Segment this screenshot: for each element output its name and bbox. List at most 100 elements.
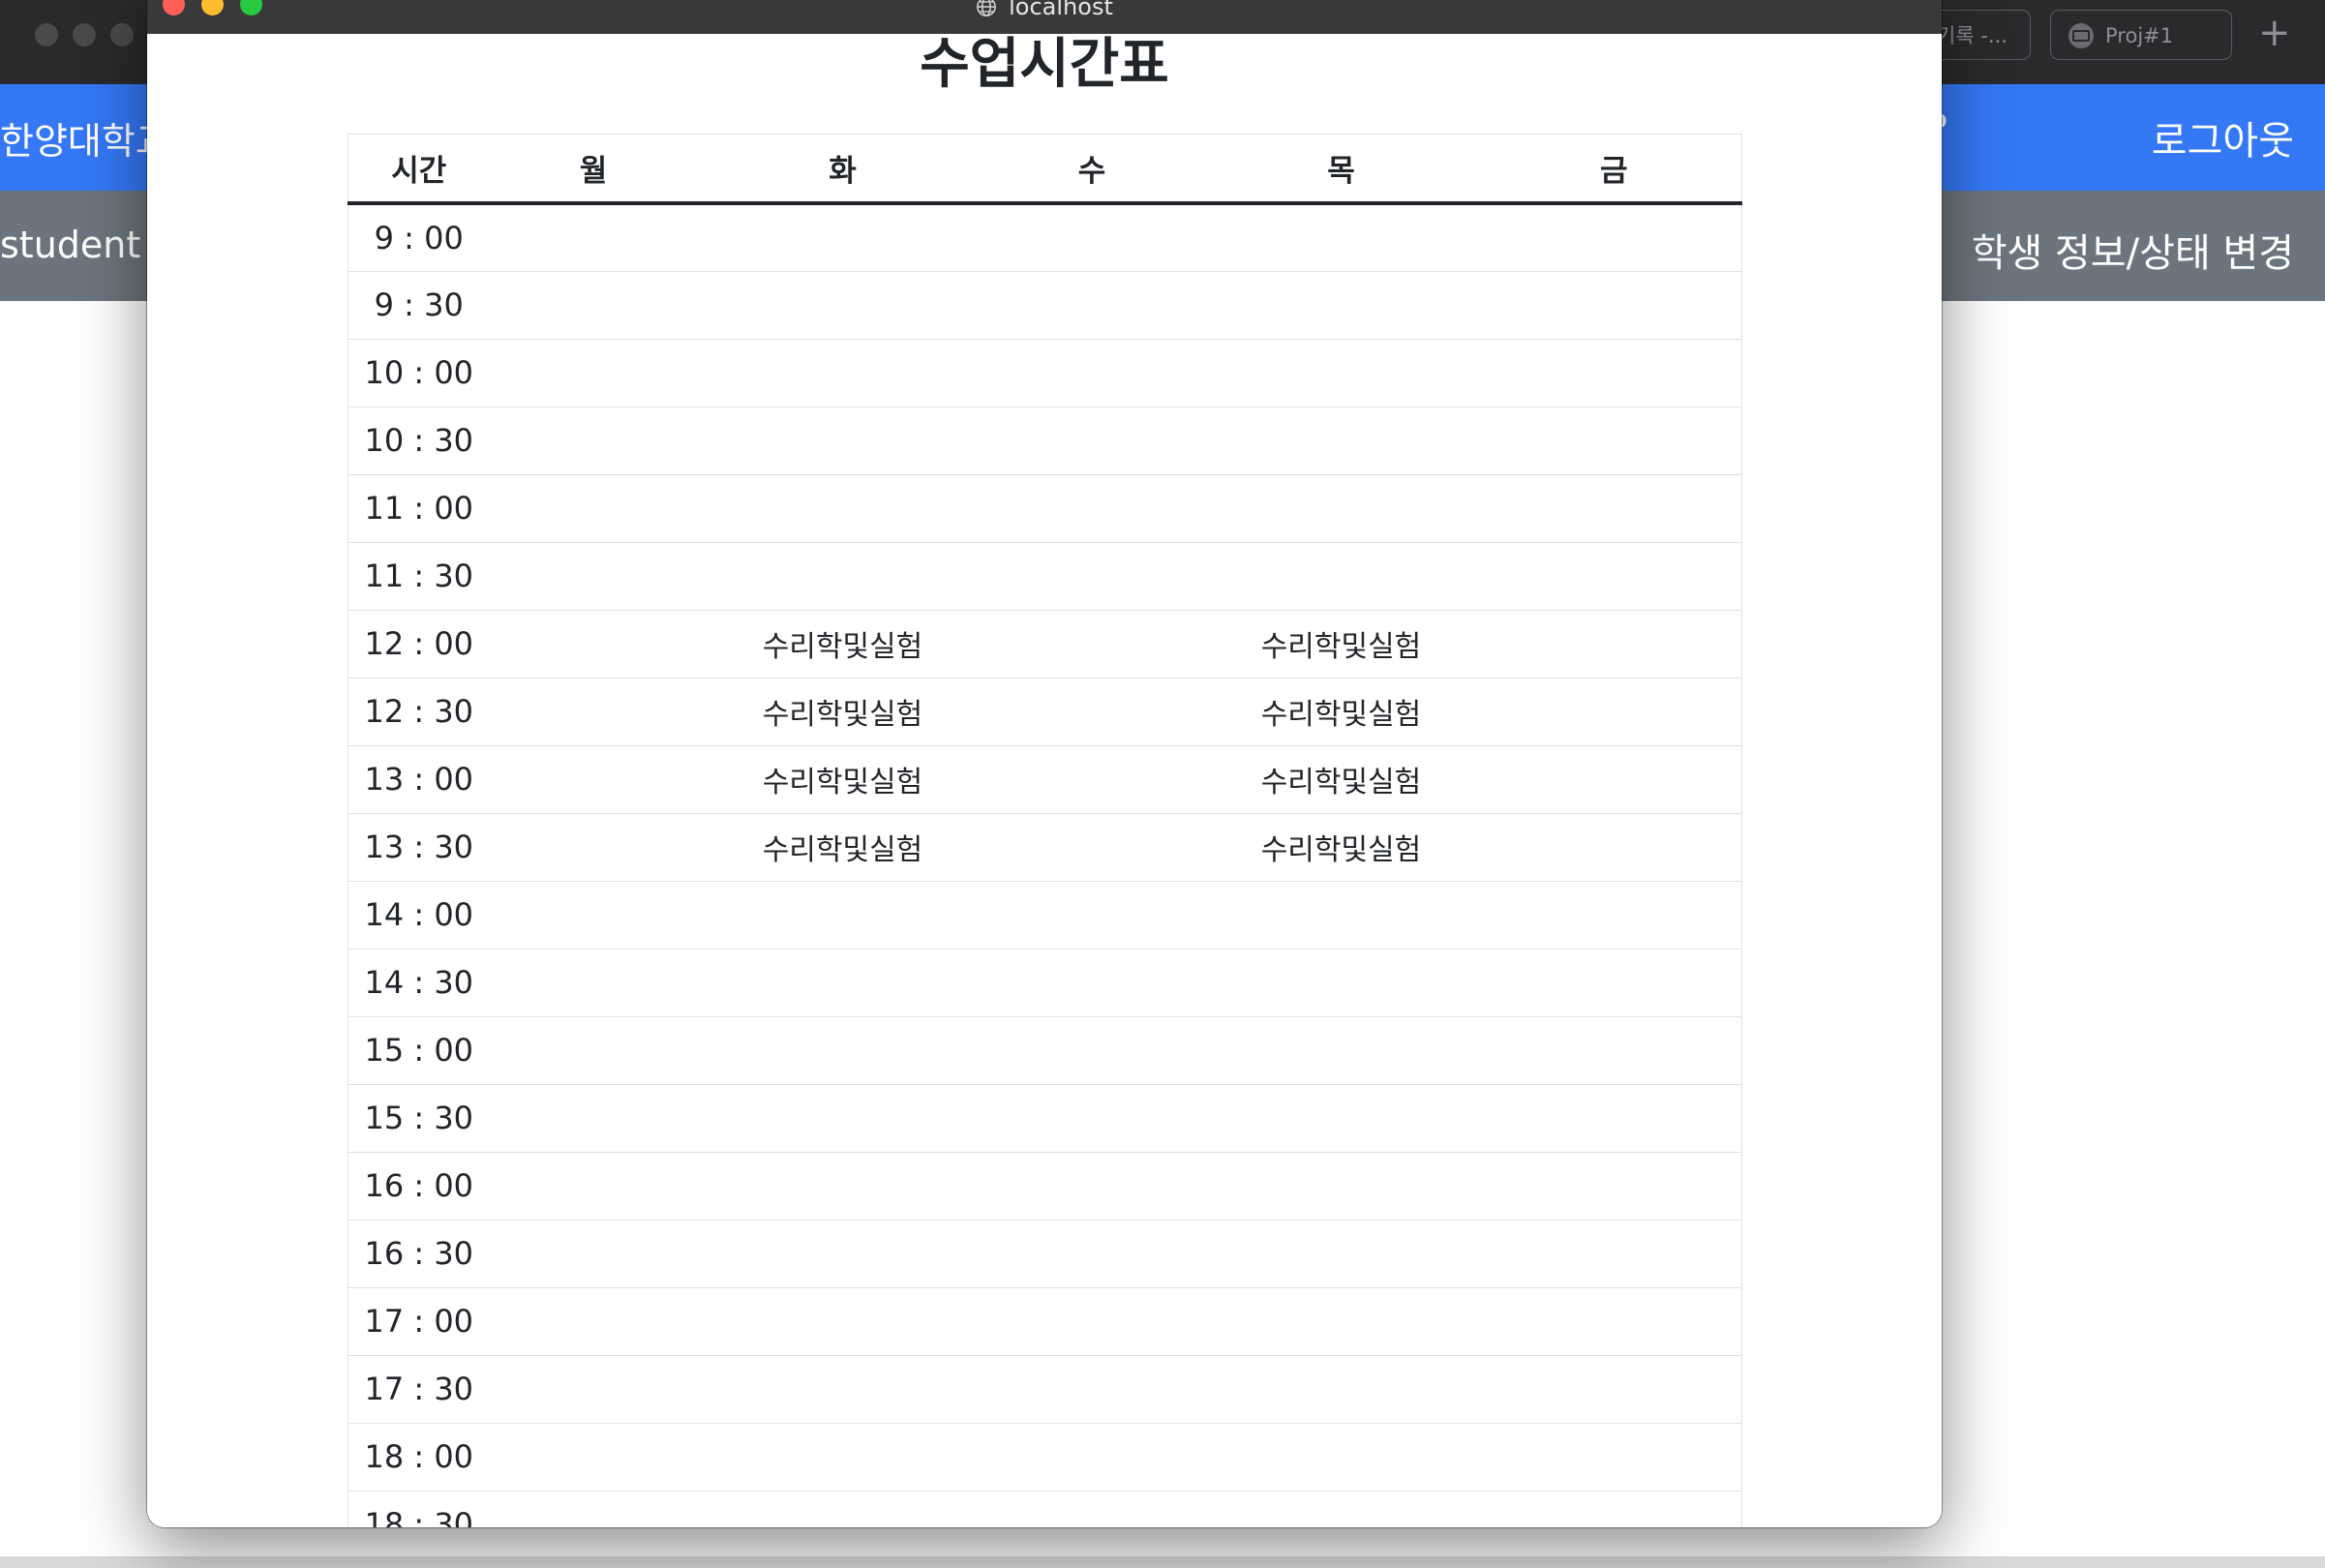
course-cell-wed: [988, 1491, 1196, 1527]
time-cell: 10 : 30: [364, 422, 474, 459]
header-thu: 목: [1195, 134, 1487, 205]
course-cell-thu: [1196, 407, 1487, 474]
course-cell-mon: [490, 339, 698, 407]
course-cell-fri: [1487, 542, 1742, 610]
course-cell-thu: [1196, 1491, 1487, 1527]
timetable-row: 14 : 00: [347, 881, 1742, 949]
header-fri: 금: [1486, 134, 1742, 205]
course-cell-fri: [1487, 745, 1742, 813]
course-cell-tue: [698, 1355, 988, 1423]
course-cell-wed: [988, 813, 1196, 881]
course-cell-wed: [988, 745, 1196, 813]
zoom-button[interactable]: [240, 0, 262, 15]
timetable-header-row: 시간 월 화 수 목 금: [347, 134, 1742, 205]
course-cell-tue: 수리학및실험: [762, 698, 923, 732]
course-cell-tue: [698, 271, 988, 339]
tab-favicon-icon: [2068, 23, 2094, 48]
course-cell-fri: [1487, 407, 1742, 474]
course-cell-mon: [490, 1491, 698, 1527]
popup-url: localhost: [1009, 0, 1113, 20]
time-cell: 15 : 00: [364, 1032, 474, 1069]
course-cell-tue: [698, 1220, 988, 1287]
new-tab-plus-icon[interactable]: +: [2258, 11, 2291, 55]
popup-content: 수업시간표 시간 월 화 수 목 금 9 : 00 9 :: [147, 33, 1942, 1527]
time-cell: 9 : 30: [374, 286, 464, 323]
course-cell-mon: [490, 881, 698, 949]
navbar-brand[interactable]: 한양대학교: [0, 120, 169, 163]
course-cell-wed: [988, 542, 1196, 610]
course-cell-thu: [1196, 1355, 1487, 1423]
course-cell-tue: [698, 1152, 988, 1220]
minimize-button[interactable]: [201, 0, 224, 15]
course-cell-thu: [1196, 542, 1487, 610]
time-cell: 16 : 00: [364, 1167, 474, 1204]
course-cell-fri: [1487, 1287, 1742, 1355]
course-cell-thu: [1196, 881, 1487, 949]
bg-tab-records[interactable]: 기록 -...: [1917, 10, 2031, 60]
course-cell-mon: [490, 1084, 698, 1152]
timetable-row: 15 : 00: [347, 1016, 1742, 1084]
timetable-row: 13 : 00 수리학및실험 수리학및실험: [347, 745, 1742, 813]
course-cell-wed: [988, 203, 1196, 271]
course-cell-tue: 수리학및실험: [762, 630, 923, 664]
time-cell: 13 : 30: [364, 829, 474, 865]
course-cell-mon: [490, 203, 698, 271]
course-cell-thu: [1196, 949, 1487, 1016]
course-cell-tue: [698, 474, 988, 542]
subnav-change-status[interactable]: 학생 정보/상태 변경: [1971, 231, 2294, 276]
course-cell-thu: 수리학및실험: [1260, 698, 1422, 732]
subnav-student-info[interactable]: student I: [0, 224, 164, 266]
page-title: 수업시간표: [920, 33, 1169, 96]
timetable-popup-window: localhost 수업시간표 시간 월 화 수 목: [147, 0, 1942, 1527]
timetable-row: 17 : 00: [347, 1287, 1742, 1355]
course-cell-thu: [1196, 203, 1487, 271]
course-cell-thu: [1196, 1152, 1487, 1220]
course-cell-thu: [1196, 1084, 1487, 1152]
time-cell: 17 : 00: [364, 1303, 474, 1340]
logout-link[interactable]: 로그아웃: [2151, 119, 2294, 164]
course-cell-tue: [698, 203, 988, 271]
course-cell-fri: [1487, 1016, 1742, 1084]
course-cell-fri: [1487, 1491, 1742, 1527]
course-cell-thu: [1196, 474, 1487, 542]
course-cell-mon: [490, 271, 698, 339]
course-cell-mon: [490, 610, 698, 678]
course-cell-mon: [490, 407, 698, 474]
course-cell-mon: [490, 1220, 698, 1287]
time-cell: 18 : 30: [364, 1506, 474, 1527]
course-cell-wed: [988, 407, 1196, 474]
timetable-row: 14 : 30: [347, 949, 1742, 1016]
time-cell: 17 : 30: [364, 1371, 474, 1407]
timetable-row: 17 : 30: [347, 1355, 1742, 1423]
course-cell-wed: [988, 474, 1196, 542]
course-cell-wed: [988, 1287, 1196, 1355]
course-cell-wed: [988, 339, 1196, 407]
popup-titlebar[interactable]: localhost: [147, 0, 1942, 34]
course-cell-fri: [1487, 1220, 1742, 1287]
timetable-row: 13 : 30 수리학및실험 수리학및실험: [347, 813, 1742, 881]
course-cell-tue: [698, 949, 988, 1016]
course-cell-fri: [1487, 1084, 1742, 1152]
course-cell-wed: [988, 1084, 1196, 1152]
timetable-row: 11 : 30: [347, 542, 1742, 610]
timetable-row: 12 : 30 수리학및실험 수리학및실험: [347, 678, 1742, 745]
time-cell: 9 : 00: [374, 219, 464, 256]
course-cell-fri: [1487, 271, 1742, 339]
course-cell-mon: [490, 813, 698, 881]
course-cell-mon: [490, 474, 698, 542]
bg-bottom-strip: [0, 1556, 2325, 1568]
course-cell-wed: [988, 678, 1196, 745]
course-cell-mon: [490, 1355, 698, 1423]
time-cell: 14 : 30: [364, 964, 474, 1001]
header-wed: 수: [987, 134, 1196, 205]
bg-tab-proj1[interactable]: Proj#1: [2050, 10, 2232, 60]
course-cell-mon: [490, 542, 698, 610]
course-cell-mon: [490, 745, 698, 813]
time-cell: 14 : 00: [364, 896, 474, 933]
course-cell-wed: [988, 949, 1196, 1016]
close-button[interactable]: [163, 0, 185, 15]
course-cell-thu: 수리학및실험: [1260, 766, 1422, 799]
timetable-row: 16 : 00: [347, 1152, 1742, 1220]
course-cell-thu: [1196, 1423, 1487, 1491]
course-cell-mon: [490, 1016, 698, 1084]
